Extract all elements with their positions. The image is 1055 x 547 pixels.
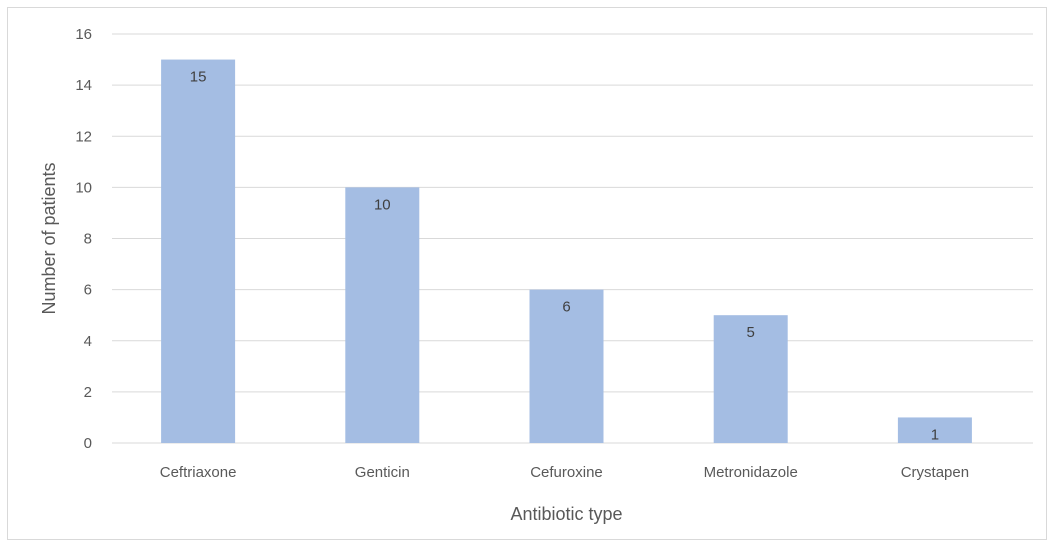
y-axis-tick-labels: 0 2 4 6 8 10 12 14 16 bbox=[75, 26, 92, 452]
y-tick-label: 6 bbox=[84, 282, 92, 299]
data-label: 6 bbox=[562, 299, 570, 316]
bars bbox=[161, 59, 972, 443]
bar bbox=[161, 59, 236, 443]
y-tick-label: 14 bbox=[75, 77, 92, 94]
data-label: 1 bbox=[931, 426, 939, 443]
data-label: 15 bbox=[190, 69, 207, 86]
x-tick-label: Cefuroxine bbox=[530, 464, 603, 481]
y-tick-label: 4 bbox=[84, 333, 92, 350]
bar bbox=[345, 187, 420, 443]
x-axis-tick-labels: Ceftriaxone Genticin Cefuroxine Metronidazo… bbox=[160, 464, 969, 481]
y-tick-label: 2 bbox=[84, 384, 92, 401]
x-tick-label: Metronidazole bbox=[704, 464, 798, 481]
y-tick-label: 16 bbox=[75, 26, 92, 43]
y-tick-label: 8 bbox=[84, 231, 92, 248]
gridlines bbox=[112, 33, 1033, 444]
bar bbox=[529, 289, 604, 443]
x-tick-label: Ceftriaxone bbox=[160, 464, 237, 481]
y-tick-label: 10 bbox=[75, 179, 92, 196]
y-tick-label: 12 bbox=[75, 128, 92, 145]
x-tick-label: Crystapen bbox=[901, 464, 969, 481]
x-tick-label: Genticin bbox=[355, 464, 410, 481]
y-tick-label: 0 bbox=[84, 435, 92, 452]
bar bbox=[713, 315, 788, 443]
data-labels: 15 10 6 5 1 bbox=[190, 69, 939, 444]
x-axis-title: Antibiotic type bbox=[510, 504, 622, 524]
y-axis-title: Number of patients bbox=[39, 162, 59, 314]
bar bbox=[897, 417, 972, 443]
data-label: 10 bbox=[374, 196, 391, 213]
data-label: 5 bbox=[747, 324, 755, 341]
